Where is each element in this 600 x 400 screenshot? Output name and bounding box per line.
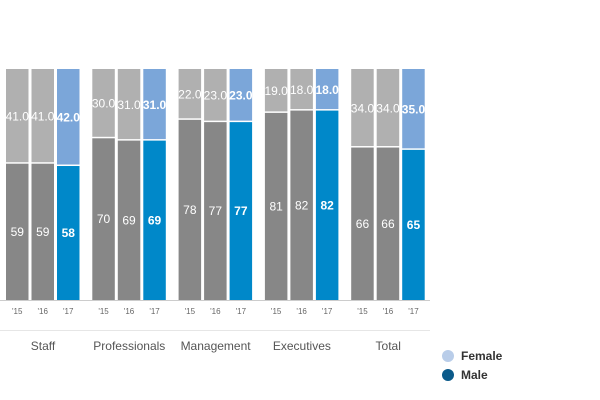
bar-female (229, 69, 253, 121)
data-label-male: 69 (148, 213, 162, 227)
bar-male (143, 140, 166, 300)
data-label-female: 41.0 (31, 109, 55, 123)
year-tick-label: '16 (296, 307, 307, 316)
legend-swatch-female (442, 349, 454, 362)
category-label: Executives (273, 339, 331, 353)
data-label-female: 19.0 (264, 84, 288, 98)
data-label-male: 66 (356, 217, 370, 231)
year-tick-label: '16 (383, 307, 394, 316)
bar-female (290, 69, 313, 110)
data-label-female: 18.0 (290, 83, 314, 97)
data-label-female: 34.0 (351, 101, 375, 115)
data-label-female: 31.0 (117, 98, 141, 112)
data-label-female: 34.0 (376, 101, 400, 115)
bar-female (57, 69, 80, 165)
legend-item-male[interactable]: Male (442, 365, 502, 384)
bar-male (264, 112, 288, 300)
year-tick-label: '17 (408, 307, 419, 316)
bar-female (315, 69, 339, 110)
year-tick-label: '15 (98, 307, 109, 316)
data-label-male: 77 (209, 204, 223, 218)
year-tick-label: '15 (12, 307, 23, 316)
bar-male (351, 147, 374, 300)
bar-male (290, 110, 313, 300)
data-label-male: 78 (183, 203, 197, 217)
data-label-female: 42.0 (57, 111, 81, 125)
data-label-male: 59 (36, 225, 50, 239)
legend: Female Male (442, 346, 502, 384)
data-label-male: 77 (234, 204, 248, 218)
bar-female (376, 69, 400, 147)
category-label: Professionals (93, 339, 165, 353)
bar-male (204, 122, 227, 300)
legend-item-female[interactable]: Female (442, 346, 502, 365)
data-label-female: 41.0 (6, 109, 30, 123)
bar-male (92, 138, 115, 300)
bar-male (31, 163, 54, 300)
data-label-female: 22.0 (178, 87, 202, 101)
data-label-male: 58 (62, 226, 76, 240)
data-label-male: 66 (381, 217, 395, 231)
bar-female (178, 69, 202, 119)
bar-male (315, 110, 339, 300)
legend-label: Male (461, 367, 488, 382)
data-label-male: 82 (295, 198, 309, 212)
data-label-female: 31.0 (143, 98, 167, 112)
year-tick-label: '15 (271, 307, 282, 316)
bar-female (117, 69, 141, 140)
data-label-male: 81 (269, 199, 283, 213)
bar-female (6, 69, 29, 163)
bar-female (92, 69, 115, 137)
category-label: Total (376, 339, 401, 353)
data-label-male: 59 (11, 225, 25, 239)
bar-female (143, 69, 166, 140)
year-tick-label: '15 (185, 307, 196, 316)
year-tick-label: '17 (236, 307, 247, 316)
data-label-female: 23.0 (229, 89, 253, 103)
year-tick-label: '17 (149, 307, 160, 316)
bar-female (351, 69, 374, 147)
data-label-male: 65 (407, 218, 421, 232)
year-tick-label: '15 (357, 307, 368, 316)
year-tick-label: '17 (63, 307, 74, 316)
bar-male (6, 163, 29, 300)
category-label: Staff (31, 339, 56, 353)
bar-female (31, 69, 54, 163)
bar-female (264, 69, 288, 112)
year-tick-label: '16 (210, 307, 221, 316)
year-tick-label: '16 (38, 307, 49, 316)
legend-swatch-male (442, 368, 454, 381)
data-label-female: 30.0 (92, 97, 116, 111)
data-label-male: 70 (97, 212, 111, 226)
bar-male (57, 166, 80, 300)
bar-male (402, 149, 425, 300)
bar-male (178, 119, 202, 300)
bar-male (376, 147, 400, 300)
data-label-male: 69 (122, 213, 136, 227)
bar-male (117, 140, 141, 300)
category-label: Management (181, 339, 252, 353)
legend-label: Female (461, 348, 503, 363)
data-label-female: 18.0 (315, 83, 339, 97)
year-tick-label: '17 (322, 307, 333, 316)
bar-female (402, 69, 425, 149)
data-label-female: 23.0 (204, 89, 228, 103)
data-label-female: 35.0 (402, 102, 426, 116)
year-tick-label: '16 (124, 307, 135, 316)
bar-male (229, 122, 253, 300)
data-label-male: 82 (320, 198, 334, 212)
bar-female (204, 69, 227, 121)
